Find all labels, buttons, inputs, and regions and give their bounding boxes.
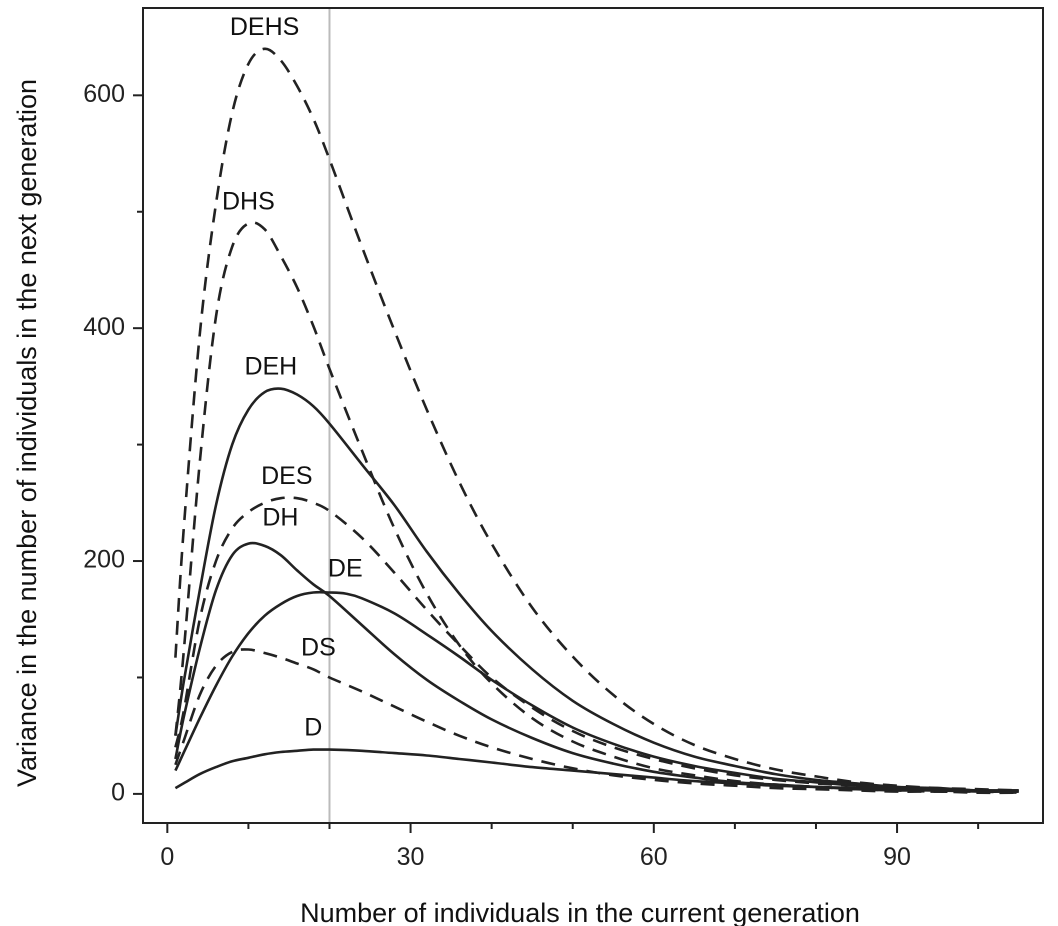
curve-de [174,590,1019,792]
y-axis-title: Variance in the number of individuals in… [12,79,42,787]
curve-label-des: DES [261,462,312,490]
curve-labels: DEHS DHS DEH DES DH DE DS D [222,13,363,742]
curve-dehs [174,47,1019,792]
curve-d [174,748,1019,793]
curve-dh [174,541,1019,793]
y-axis-ticks: 0 200 400 600 [83,80,143,807]
x-tick-label: 0 [160,843,174,871]
curve-label-de: DE [328,554,363,582]
curves [174,47,1019,795]
curve-dhs [174,221,1019,794]
y-tick-label: 600 [83,80,125,108]
plot-frame [142,7,1044,824]
x-axis-title: Number of individuals in the current gen… [300,898,860,926]
y-tick-label: 200 [83,546,125,574]
x-tick-label: 90 [883,843,911,871]
curve-label-dh: DH [262,504,298,532]
y-tick-label: 0 [111,779,125,807]
curve-label-dehs: DEHS [230,13,299,41]
curve-label-d: D [304,714,322,742]
curve-label-dhs: DHS [222,187,275,215]
x-tick-label: 30 [397,843,425,871]
x-tick-label: 60 [640,843,668,871]
y-tick-label: 400 [83,313,125,341]
curve-ds [174,648,1019,795]
curve-deh [174,387,1019,792]
curve-label-deh: DEH [244,353,297,381]
curve-label-ds: DS [301,634,336,662]
x-axis-ticks: 0 30 60 90 [160,823,980,871]
